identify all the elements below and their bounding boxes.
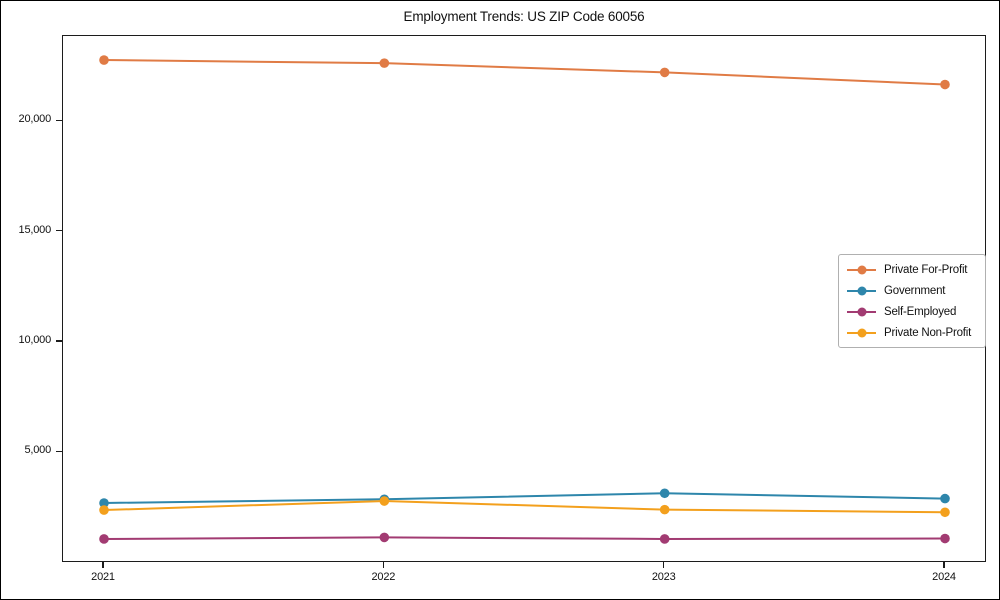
legend-item-government: Government <box>847 280 977 301</box>
series-marker-private-for-profit-2021 <box>99 55 109 65</box>
legend-item-private-non-profit: Private Non-Profit <box>847 322 977 343</box>
series-marker-private-non-profit-2023 <box>659 504 670 515</box>
series-line-government <box>103 492 946 504</box>
series-marker-private-for-profit-2022 <box>379 58 390 68</box>
x-tick-label: 2024 <box>932 571 956 583</box>
legend-marker-self-employed <box>847 306 876 317</box>
legend: Private For-Profit Government Self-Emplo… <box>838 254 986 348</box>
legend-label: Self-Employed <box>884 305 957 318</box>
series-marker-government-2023 <box>659 488 670 499</box>
x-tick-mark <box>663 562 665 568</box>
series-marker-self-employed-2024 <box>940 533 950 544</box>
x-tick-label: 2023 <box>651 571 676 583</box>
series-line-private-non-profit <box>103 500 946 514</box>
legend-label: Government <box>884 284 946 297</box>
legend-marker-government <box>847 285 876 296</box>
series-line-self-employed <box>103 536 946 540</box>
series-marker-self-employed-2021 <box>99 534 109 544</box>
series-marker-private-non-profit-2021 <box>99 505 109 515</box>
legend-marker-private-non-profit <box>847 327 876 338</box>
series-marker-private-for-profit-2023 <box>659 67 670 78</box>
y-tick-mark <box>56 119 62 121</box>
series-marker-private-non-profit-2024 <box>940 507 950 518</box>
x-tick-mark <box>102 562 104 568</box>
legend-item-private-for-profit: Private For-Profit <box>847 259 977 280</box>
y-tick-mark <box>56 450 62 452</box>
x-tick-mark <box>943 562 945 568</box>
x-tick-mark <box>382 562 384 568</box>
series-marker-government-2021 <box>99 498 109 508</box>
legend-label: Private For-Profit <box>884 263 968 276</box>
y-tick-label: 20,000 <box>18 113 52 126</box>
x-tick-label: 2021 <box>91 571 115 583</box>
y-tick-label: 5,000 <box>24 444 51 457</box>
series-marker-private-non-profit-2022 <box>379 496 390 506</box>
chart-title: Employment Trends: US ZIP Code 60056 <box>403 9 645 24</box>
series-marker-self-employed-2022 <box>379 532 390 543</box>
series-marker-government-2024 <box>940 493 950 504</box>
legend-marker-private-for-profit <box>847 264 876 275</box>
x-tick-label: 2022 <box>371 571 396 583</box>
series-marker-private-for-profit-2024 <box>940 79 950 90</box>
series-marker-self-employed-2023 <box>659 534 670 544</box>
line-plot-svg <box>99 55 950 544</box>
series-line-private-for-profit <box>103 59 946 86</box>
y-tick-mark <box>56 340 62 342</box>
legend-item-self-employed: Self-Employed <box>847 301 977 322</box>
y-tick-mark <box>56 230 62 232</box>
legend-label: Private Non-Profit <box>884 326 972 339</box>
y-tick-label: 15,000 <box>18 223 52 236</box>
y-tick-label: 10,000 <box>18 333 52 346</box>
plot-area: Private For-Profit Government Self-Emplo… <box>62 35 986 562</box>
